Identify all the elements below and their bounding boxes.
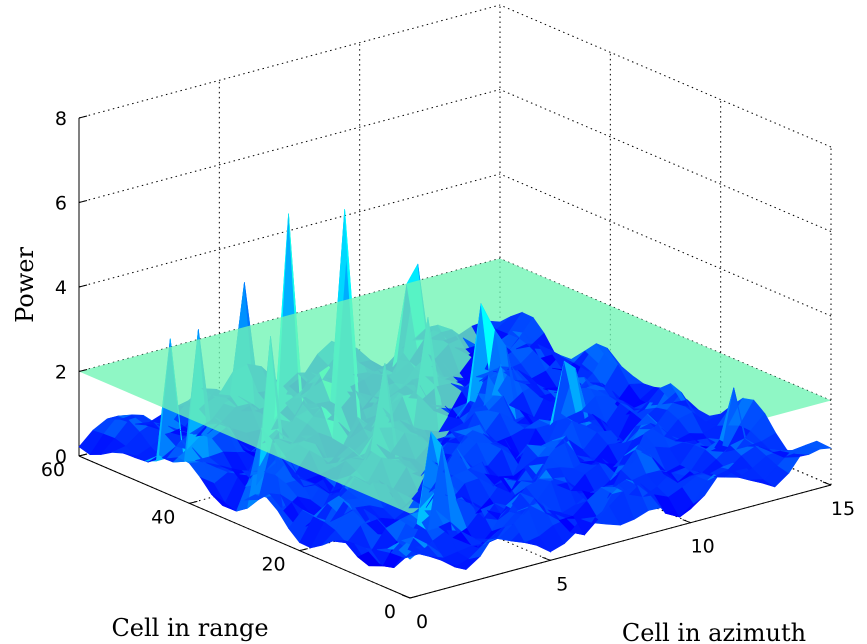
z-tick-label: 8 — [55, 108, 67, 130]
y-tick-label: 40 — [151, 506, 175, 528]
x-tick-mark — [682, 519, 691, 524]
grid-line — [499, 4, 832, 148]
x-tick-label: 0 — [416, 611, 428, 633]
x-tick-label: 10 — [691, 536, 715, 558]
y-tick-mark — [189, 500, 198, 504]
x-tick-label: 5 — [556, 573, 568, 595]
x-tick-mark — [401, 594, 411, 599]
grid-line — [499, 89, 832, 232]
y-tick-mark — [299, 548, 308, 552]
x-tick-label: 15 — [831, 498, 855, 520]
z-tick-label: 2 — [55, 362, 67, 384]
z-tick-mark — [78, 369, 88, 372]
z-tick-label: 6 — [55, 193, 67, 215]
y-tick-mark — [409, 595, 419, 599]
z-tick-mark — [78, 200, 88, 203]
grid-line — [499, 173, 832, 317]
y-tick-label: 0 — [384, 601, 396, 623]
y-axis-title: Cell in range — [111, 614, 268, 642]
grid-line — [78, 89, 501, 203]
x-tick-mark — [822, 481, 832, 486]
x-tick-mark — [542, 556, 551, 561]
x-axis-line — [409, 484, 832, 599]
x-axis-title: Cell in azimuth — [622, 619, 806, 644]
y-axis-line — [78, 455, 411, 599]
z-axis-title: Power — [11, 247, 39, 323]
z-tick-label: 0 — [55, 446, 67, 468]
z-tick-mark — [78, 284, 88, 288]
y-tick-mark — [78, 453, 88, 457]
surface-layer — [78, 209, 833, 570]
surface-patch — [804, 440, 833, 450]
grid-line — [78, 4, 501, 119]
y-tick-label: 20 — [261, 554, 285, 576]
z-tick-label: 4 — [55, 277, 67, 299]
y-tick-label: 60 — [41, 459, 65, 481]
z-tick-mark — [78, 115, 88, 119]
